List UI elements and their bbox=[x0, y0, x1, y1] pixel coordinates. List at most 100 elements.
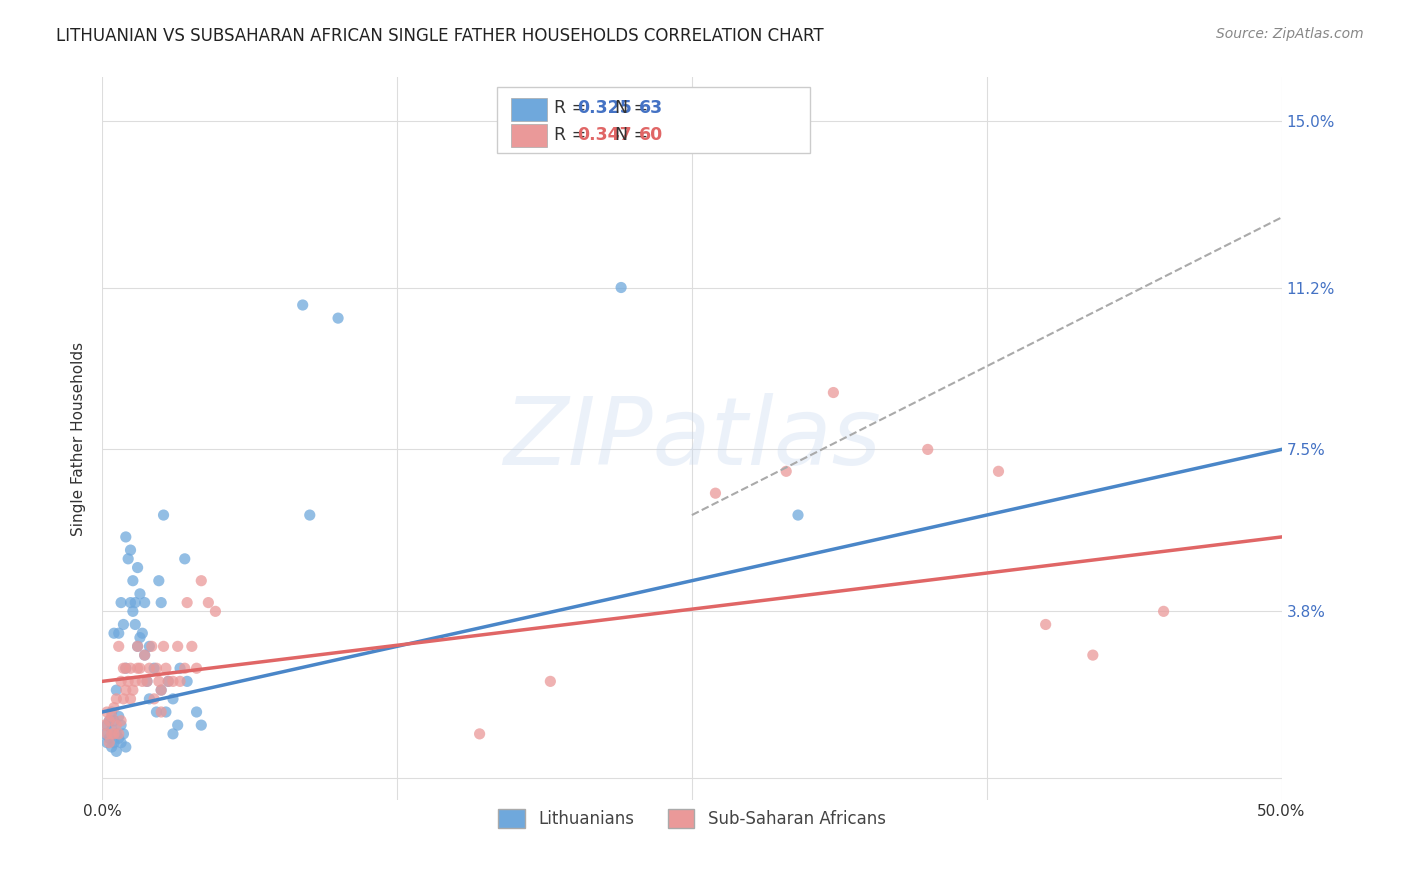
Text: 63: 63 bbox=[638, 100, 662, 118]
Point bbox=[124, 617, 146, 632]
Point bbox=[298, 508, 321, 522]
Point bbox=[96, 718, 118, 732]
Text: ZIPatlas: ZIPatlas bbox=[503, 393, 880, 484]
Point bbox=[107, 727, 129, 741]
Point bbox=[155, 661, 177, 675]
Point bbox=[143, 691, 166, 706]
Point bbox=[120, 596, 142, 610]
Point bbox=[145, 705, 167, 719]
Point bbox=[173, 661, 195, 675]
Point bbox=[127, 661, 149, 675]
Point bbox=[114, 683, 136, 698]
Point bbox=[96, 727, 118, 741]
Text: Source: ZipAtlas.com: Source: ZipAtlas.com bbox=[1216, 27, 1364, 41]
Point bbox=[122, 683, 145, 698]
Point bbox=[987, 464, 1010, 478]
Text: 0.347: 0.347 bbox=[578, 126, 633, 145]
Text: R =: R = bbox=[554, 100, 592, 118]
Point bbox=[169, 674, 191, 689]
Point bbox=[107, 626, 129, 640]
Point bbox=[103, 700, 125, 714]
Point bbox=[141, 640, 163, 654]
Point bbox=[105, 744, 128, 758]
Point bbox=[112, 661, 135, 675]
Point bbox=[124, 596, 146, 610]
Point bbox=[131, 674, 153, 689]
Point bbox=[138, 661, 160, 675]
Point bbox=[610, 280, 633, 294]
Point bbox=[823, 385, 845, 400]
Point bbox=[122, 574, 145, 588]
Point bbox=[107, 709, 129, 723]
Point bbox=[176, 596, 198, 610]
Point bbox=[120, 543, 142, 558]
Point bbox=[103, 736, 125, 750]
Point bbox=[468, 727, 491, 741]
Point bbox=[148, 574, 170, 588]
Y-axis label: Single Father Households: Single Father Households bbox=[72, 342, 86, 535]
Point bbox=[326, 311, 349, 326]
Point bbox=[162, 674, 184, 689]
Point bbox=[166, 718, 188, 732]
Text: LITHUANIAN VS SUBSAHARAN AFRICAN SINGLE FATHER HOUSEHOLDS CORRELATION CHART: LITHUANIAN VS SUBSAHARAN AFRICAN SINGLE … bbox=[56, 27, 824, 45]
FancyBboxPatch shape bbox=[512, 97, 547, 120]
Point bbox=[136, 674, 159, 689]
Point bbox=[110, 736, 132, 750]
Point bbox=[110, 674, 132, 689]
Point bbox=[110, 714, 132, 728]
Point bbox=[107, 640, 129, 654]
Point bbox=[1153, 604, 1175, 618]
Point bbox=[124, 674, 146, 689]
Text: R =: R = bbox=[554, 126, 592, 145]
Point bbox=[107, 731, 129, 746]
Point bbox=[138, 640, 160, 654]
Point bbox=[145, 661, 167, 675]
Point bbox=[150, 596, 173, 610]
Point bbox=[180, 640, 202, 654]
FancyBboxPatch shape bbox=[512, 124, 547, 147]
Point bbox=[114, 661, 136, 675]
Point bbox=[93, 718, 115, 732]
Legend: Lithuanians, Sub-Saharan Africans: Lithuanians, Sub-Saharan Africans bbox=[492, 802, 893, 835]
FancyBboxPatch shape bbox=[498, 87, 810, 153]
Point bbox=[127, 640, 149, 654]
Text: 60: 60 bbox=[638, 126, 664, 145]
Point bbox=[204, 604, 226, 618]
Point bbox=[103, 626, 125, 640]
Point bbox=[917, 442, 939, 457]
Point bbox=[100, 727, 122, 741]
Point bbox=[704, 486, 727, 500]
Point bbox=[152, 640, 174, 654]
Point bbox=[120, 691, 142, 706]
Point bbox=[122, 604, 145, 618]
Point bbox=[105, 727, 128, 741]
Point bbox=[150, 683, 173, 698]
Point bbox=[143, 661, 166, 675]
Point bbox=[114, 739, 136, 754]
Point bbox=[157, 674, 180, 689]
Point bbox=[117, 551, 139, 566]
Point bbox=[152, 508, 174, 522]
Point bbox=[100, 705, 122, 719]
Point bbox=[186, 705, 208, 719]
Point bbox=[117, 674, 139, 689]
Point bbox=[105, 683, 128, 698]
Point bbox=[96, 736, 118, 750]
Point bbox=[103, 727, 125, 741]
Point bbox=[176, 674, 198, 689]
Point bbox=[129, 661, 152, 675]
Point bbox=[155, 705, 177, 719]
Point bbox=[197, 596, 219, 610]
Point bbox=[105, 718, 128, 732]
Point bbox=[112, 617, 135, 632]
Point bbox=[127, 640, 149, 654]
Point bbox=[98, 736, 121, 750]
Point bbox=[100, 709, 122, 723]
Point bbox=[98, 714, 121, 728]
Point bbox=[127, 560, 149, 574]
Point bbox=[105, 691, 128, 706]
Text: 0.325: 0.325 bbox=[578, 100, 633, 118]
Point bbox=[103, 714, 125, 728]
Point bbox=[134, 648, 156, 662]
Point bbox=[134, 596, 156, 610]
